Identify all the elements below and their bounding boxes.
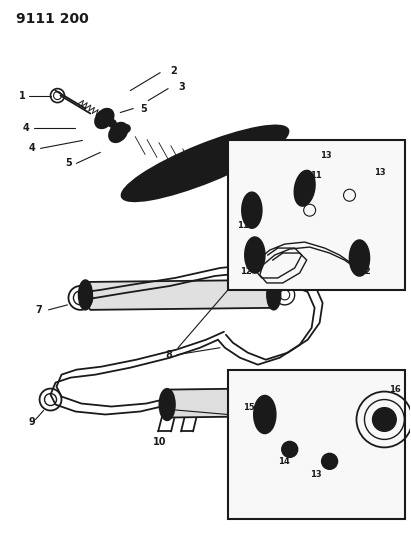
Text: 8: 8: [165, 350, 172, 360]
Polygon shape: [165, 387, 328, 417]
Text: 9: 9: [29, 417, 35, 427]
Ellipse shape: [159, 389, 175, 421]
Text: 6: 6: [283, 157, 289, 167]
Ellipse shape: [316, 386, 332, 418]
Ellipse shape: [98, 112, 111, 125]
Circle shape: [112, 133, 120, 140]
Ellipse shape: [353, 246, 365, 270]
Text: 9111 200: 9111 200: [16, 12, 88, 26]
Text: 12: 12: [360, 268, 371, 277]
Ellipse shape: [258, 401, 272, 427]
Text: 4: 4: [29, 143, 35, 154]
Text: 11: 11: [309, 171, 321, 180]
Ellipse shape: [249, 243, 261, 267]
Ellipse shape: [246, 198, 258, 222]
Circle shape: [109, 119, 116, 127]
Text: 12: 12: [240, 268, 252, 277]
Text: 11: 11: [237, 221, 249, 230]
Text: 13: 13: [374, 168, 386, 177]
Ellipse shape: [95, 109, 114, 128]
Text: 15: 15: [243, 403, 255, 412]
Ellipse shape: [298, 176, 311, 200]
Text: 16: 16: [389, 385, 401, 394]
Ellipse shape: [349, 240, 369, 276]
Text: 2: 2: [170, 66, 177, 76]
Circle shape: [286, 446, 294, 454]
Text: 7: 7: [36, 305, 42, 315]
Circle shape: [321, 454, 337, 470]
Ellipse shape: [127, 130, 283, 197]
Text: 4: 4: [23, 124, 29, 133]
Text: 5: 5: [140, 103, 147, 114]
Text: 1: 1: [18, 91, 25, 101]
Bar: [228, 370, 405, 519]
Text: 13: 13: [320, 151, 331, 160]
Ellipse shape: [267, 280, 281, 310]
Ellipse shape: [122, 125, 289, 201]
Ellipse shape: [112, 126, 125, 139]
Ellipse shape: [245, 237, 265, 273]
Ellipse shape: [242, 192, 262, 228]
Ellipse shape: [109, 123, 128, 142]
Ellipse shape: [254, 395, 276, 433]
Text: 3: 3: [178, 82, 185, 92]
Text: 14: 14: [278, 457, 289, 466]
Ellipse shape: [79, 280, 92, 310]
Ellipse shape: [294, 171, 315, 206]
Polygon shape: [83, 280, 278, 310]
Text: 5: 5: [65, 158, 72, 168]
Text: 10: 10: [153, 438, 167, 447]
Circle shape: [372, 408, 396, 431]
Circle shape: [282, 441, 298, 457]
Bar: [228, 140, 405, 290]
Circle shape: [122, 125, 130, 133]
Text: 13: 13: [309, 470, 321, 479]
